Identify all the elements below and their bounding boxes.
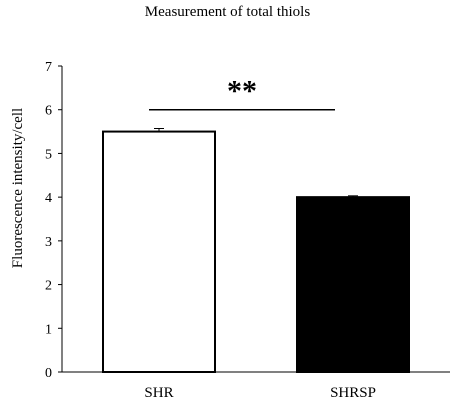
x-tick-label: SHR bbox=[144, 385, 173, 401]
x-tick-label: SHRSP bbox=[330, 385, 376, 401]
y-tick-label: 5 bbox=[45, 147, 52, 162]
bar-shrsp bbox=[296, 196, 410, 373]
y-tick-label: 2 bbox=[45, 279, 52, 294]
y-axis: 0 1 2 3 4 5 6 7 bbox=[45, 60, 63, 381]
x-axis: SHR SHRSP bbox=[62, 371, 450, 401]
y-tick-label: 1 bbox=[45, 322, 52, 337]
y-tick-label: 7 bbox=[45, 60, 52, 75]
chart-title: Measurement of total thiols bbox=[144, 4, 311, 20]
y-tick-label: 3 bbox=[45, 235, 52, 250]
bar-shr bbox=[102, 130, 216, 373]
y-tick-label: 4 bbox=[45, 191, 52, 206]
significance-annotation: ** bbox=[149, 75, 335, 111]
y-tick-label: 6 bbox=[45, 104, 52, 119]
y-tick-label: 0 bbox=[45, 366, 52, 381]
bars bbox=[102, 128, 410, 373]
significance-label: ** bbox=[227, 75, 257, 108]
y-axis-label: Fluorescence intensity/cell bbox=[10, 108, 26, 268]
